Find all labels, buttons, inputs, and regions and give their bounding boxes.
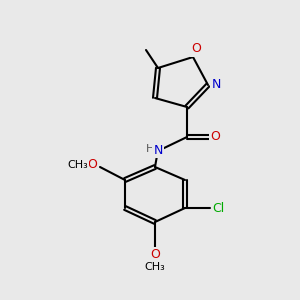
Text: N: N	[211, 79, 221, 92]
Text: O: O	[150, 248, 160, 262]
Text: O: O	[191, 43, 201, 56]
Text: CH₃: CH₃	[145, 262, 165, 272]
Text: O: O	[210, 130, 220, 143]
Text: H: H	[146, 144, 154, 154]
Text: Cl: Cl	[212, 202, 224, 214]
Text: O: O	[87, 158, 97, 172]
Text: CH₃: CH₃	[68, 160, 88, 170]
Text: N: N	[153, 143, 163, 157]
